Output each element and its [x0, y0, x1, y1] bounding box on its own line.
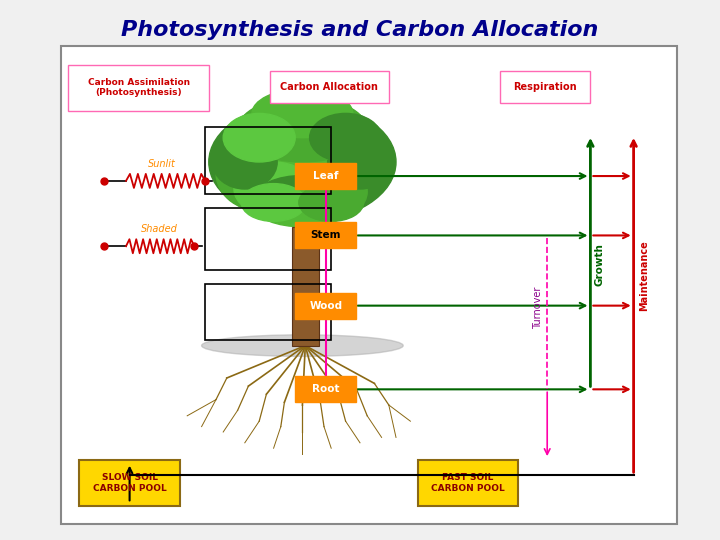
Text: Growth: Growth [595, 243, 605, 286]
FancyBboxPatch shape [295, 163, 356, 189]
Text: Respiration: Respiration [513, 82, 577, 92]
Ellipse shape [252, 89, 353, 138]
FancyBboxPatch shape [79, 460, 180, 506]
Ellipse shape [328, 135, 392, 189]
Bar [205, 284, 331, 340]
Text: Photosynthesis and Carbon Allocation: Photosynthesis and Carbon Allocation [121, 19, 599, 40]
Text: Leaf: Leaf [313, 171, 338, 181]
FancyBboxPatch shape [68, 65, 209, 111]
Ellipse shape [223, 113, 295, 162]
FancyBboxPatch shape [270, 71, 389, 103]
Text: Wood: Wood [309, 301, 343, 310]
Text: Sunlit: Sunlit [148, 159, 176, 169]
FancyBboxPatch shape [295, 376, 356, 402]
Ellipse shape [216, 135, 302, 211]
Ellipse shape [234, 162, 313, 216]
Ellipse shape [241, 184, 306, 221]
Ellipse shape [299, 184, 364, 221]
FancyBboxPatch shape [418, 460, 518, 506]
Text: SLOW SOIL
CARBON POOL: SLOW SOIL CARBON POOL [93, 474, 166, 492]
Ellipse shape [256, 189, 349, 227]
Ellipse shape [202, 335, 403, 356]
Bar [292, 227, 319, 346]
Text: Maintenance: Maintenance [639, 240, 649, 311]
Text: Turnover: Turnover [533, 287, 543, 329]
Bar [205, 208, 331, 270]
FancyBboxPatch shape [500, 71, 590, 103]
Ellipse shape [209, 103, 396, 221]
Text: Root: Root [312, 384, 340, 394]
Text: Carbon Allocation: Carbon Allocation [281, 82, 378, 92]
Ellipse shape [212, 135, 277, 189]
Text: Shaded: Shaded [141, 224, 179, 234]
FancyBboxPatch shape [295, 293, 356, 319]
FancyBboxPatch shape [295, 222, 356, 248]
Ellipse shape [302, 132, 389, 208]
Ellipse shape [310, 113, 382, 162]
Ellipse shape [241, 108, 364, 194]
Ellipse shape [295, 165, 367, 219]
Text: Carbon Assimilation
(Photosynthesis): Carbon Assimilation (Photosynthesis) [88, 78, 189, 97]
Text: Stem: Stem [310, 231, 341, 240]
FancyBboxPatch shape [61, 46, 677, 524]
Bar [205, 127, 331, 194]
Ellipse shape [256, 176, 349, 219]
Text: FAST SOIL
CARBON POOL: FAST SOIL CARBON POOL [431, 474, 505, 492]
Ellipse shape [238, 97, 367, 162]
